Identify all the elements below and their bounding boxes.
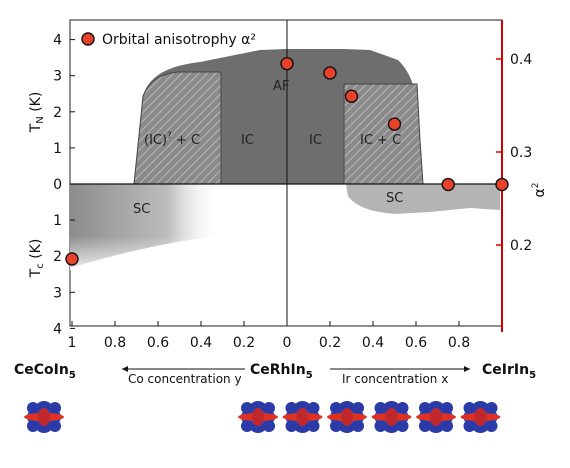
orbital-shape-0 [24,401,64,433]
orbital-shape-4 [371,401,412,433]
co-concentration-title: Co concentration y [128,372,242,386]
compound-ceirin5: CeIrIn5 [482,362,536,381]
right-axis-ticks: 0.4 0.3 0.2 [496,52,532,254]
alpha2-tick-label-1: 0.3 [510,145,532,161]
orbital-shapes [24,401,501,433]
compound-cerhin5: CeRhIn5 [250,362,313,381]
orbital-shape-3 [327,401,367,433]
ic-left-label: IC [241,133,254,148]
tn-tick-label-0: 4 [53,33,62,49]
ir-tick-label-0: 0.2 [319,335,341,351]
ir-tick-label-2: 0.6 [405,335,427,351]
co-tick-label-3: 0.4 [190,335,212,351]
orbital-shape-6 [460,401,501,433]
tc-tick-label-1: 2 [53,249,62,265]
ir-tick-label-1: 0.4 [362,335,384,351]
tn-tick-label-1: 3 [53,69,62,85]
co-tick-label-2: 0.6 [147,335,169,351]
phase-regions [70,49,500,270]
orbital-shape-1 [238,401,278,433]
ir-concentration-title: Ir concentration x [342,372,448,386]
tn-axis-title: TN (K) [28,92,46,134]
ic-c-left-label: (IC)? + C [144,131,200,148]
co-arrow-head [122,366,128,372]
co-tick-label-4: 0.2 [233,335,255,351]
ic-c-right-label: IC + C [360,133,401,148]
tc-axis-title: Tc (K) [28,239,46,279]
tn-tick-label-4: 0 [53,177,62,193]
alpha2-data-points [65,56,509,266]
alpha2-tick-label-0: 0.4 [510,52,532,68]
legend: Orbital anisotrophy α² [81,32,256,48]
alpha2-axis-title: α2 [531,183,548,198]
sc-left-fade [70,236,221,270]
ic-right-label: IC [309,133,322,148]
tn-tick-label-3: 1 [53,141,62,157]
tc-tick-label-3: 4 [53,321,62,337]
alpha2-tick-label-2: 0.2 [510,238,532,254]
co-tick-label-0: 1 [68,335,77,351]
legend-marker [81,32,95,46]
ic-c-left-hatched-region [133,71,222,185]
ir-arrow-head [464,366,470,372]
alpha2-point-3 [344,89,359,103]
af-label: AF [273,79,289,94]
ir-tick-label-3: 0.8 [448,335,470,351]
alpha2-point-2 [323,66,337,80]
orbital-shape-2 [282,401,323,433]
alpha2-point-1 [280,56,294,71]
sc-left-label: SC [133,202,150,217]
alpha2-point-5 [441,177,455,192]
alpha2-point-0 [65,252,79,266]
co-tick-label-1: 0.8 [104,335,126,351]
compound-cecoin5: CeCoIn5 [14,362,76,381]
legend-label: Orbital anisotrophy α² [102,32,256,48]
alpha2-point-6 [495,177,509,192]
alpha2-point-4 [387,117,402,131]
co-tick-label-5: 0 [283,335,292,351]
tn-tick-label-2: 2 [53,105,62,121]
left-axis-ticks: 4 3 2 1 0 1 2 3 4 [53,33,75,337]
tc-tick-label-0: 1 [53,213,62,229]
bottom-axis-ticks: 1 0.8 0.6 0.4 0.2 0 0.2 0.4 0.6 0.8 [68,321,470,351]
sc-right-region [346,184,500,214]
sc-right-label: SC [386,191,403,206]
tc-tick-label-2: 3 [53,285,62,301]
orbital-shape-5 [416,401,456,433]
